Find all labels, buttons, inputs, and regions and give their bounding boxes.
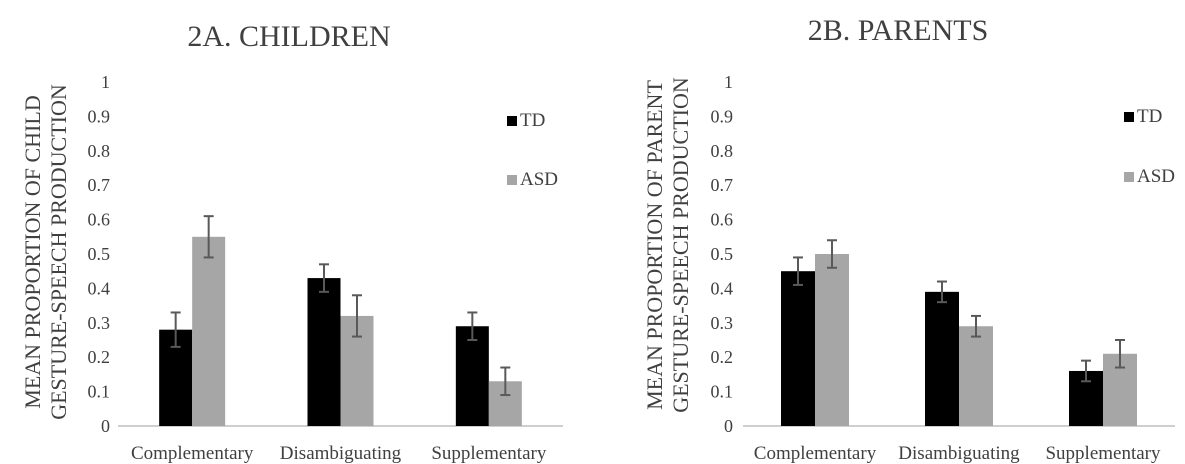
y-axis-label-line-2: GESTURE-SPEECH PRODUCTION (668, 77, 693, 413)
y-tick-label: 0.8 (88, 141, 111, 161)
legend-label-td: TD (520, 110, 545, 131)
y-tick-label: 0.9 (88, 106, 111, 126)
plot-area: 0 0.1 0.2 0.3 0.4 0.5 0.6 0.7 0.8 0.9 1 Complementa… (711, 72, 1176, 464)
y-axis-label-line-2: GESTURE-SPEECH PRODUCTION (46, 84, 71, 420)
error-bar (793, 256, 803, 286)
y-tick-label: 0 (101, 416, 110, 436)
y-tick-label: 0.4 (88, 278, 111, 298)
y-axis-label-line-1: MEAN PROPORTION OF PARENT (642, 80, 667, 410)
y-tick-label: 0.4 (711, 278, 734, 298)
error-bar (500, 366, 511, 397)
bar-asd-disambiguating (959, 326, 993, 426)
error-bar (203, 215, 214, 259)
error-bar (937, 280, 947, 304)
legend-label-td: TD (1137, 106, 1162, 127)
bar-asd-complementary (815, 254, 849, 426)
chart-children: 2A. CHILDREN MEAN PROPORTION OF CHILD GE… (20, 20, 563, 464)
x-tick-label: Supplementary (1045, 443, 1161, 464)
y-tick-label: 0.7 (88, 175, 111, 195)
y-tick-label: 0.6 (711, 210, 734, 230)
y-tick-label: 1 (101, 72, 110, 92)
y-tick-label: 0.5 (711, 244, 734, 264)
error-bar (352, 294, 362, 338)
y-tick-label: 0.5 (88, 244, 111, 264)
legend-label-asd: ASD (520, 169, 558, 190)
error-bar (319, 263, 329, 293)
error-bar (467, 311, 478, 341)
plot-area: 0 0.1 0.2 0.3 0.4 0.5 0.6 0.7 0.8 0.9 1 Complementa… (88, 72, 563, 464)
y-tick-label: 0.1 (88, 382, 111, 402)
bar-td-complementary (781, 271, 815, 426)
y-tick-label: 0.3 (711, 313, 734, 333)
error-bar (827, 239, 837, 269)
bar-td-supplementary (455, 326, 489, 426)
bar-td-disambiguating (307, 278, 341, 426)
y-tick-label: 0.7 (711, 175, 734, 195)
legend-swatch-td (507, 116, 517, 126)
legend-label-asd: ASD (1137, 166, 1175, 187)
y-tick-label: 0.8 (711, 141, 734, 161)
y-tick-label: 0.6 (88, 210, 111, 230)
x-tick-label: Supplementary (431, 443, 547, 464)
error-bar (971, 314, 981, 338)
x-tick-label: Disambiguating (898, 443, 1020, 464)
chart-title: 2B. PARENTS (808, 14, 989, 47)
y-tick-label: 0 (724, 416, 733, 436)
legend-swatch-td (1124, 112, 1134, 122)
legend-swatch-asd (1124, 172, 1134, 182)
error-bar (1081, 359, 1091, 383)
y-tick-label: 0.2 (711, 347, 734, 367)
x-tick-label: Disambiguating (280, 443, 402, 464)
legend-swatch-asd (507, 175, 517, 185)
bar-td-disambiguating (925, 291, 959, 426)
chart-parents: 2B. PARENTS MEAN PROPORTION OF PARENT GE… (642, 14, 1175, 464)
x-tick-label: Complementary (754, 443, 877, 464)
y-axis-label-line-1: MEAN PROPORTION OF CHILD (20, 95, 45, 408)
y-tick-label: 0.2 (88, 347, 111, 367)
y-tick-label: 0.9 (711, 106, 734, 126)
chart-title: 2A. CHILDREN (187, 20, 390, 53)
y-tick-label: 0.1 (711, 382, 734, 402)
y-tick-label: 0.3 (88, 313, 111, 333)
error-bar (1115, 339, 1125, 369)
bar-asd-complementary (192, 236, 226, 426)
x-tick-label: Complementary (131, 443, 254, 464)
y-tick-label: 1 (724, 72, 733, 92)
error-bar (170, 311, 181, 348)
